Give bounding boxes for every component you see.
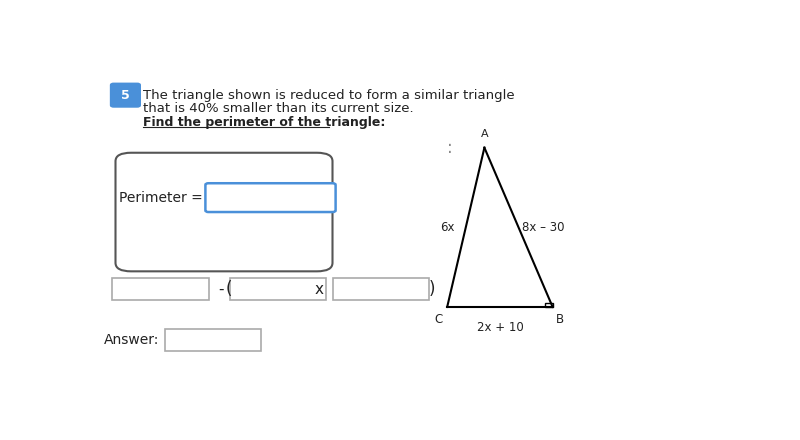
Text: Perimeter =: Perimeter = <box>118 191 202 205</box>
Bar <box>230 278 326 300</box>
Text: 5: 5 <box>121 88 130 102</box>
Text: :: : <box>447 139 453 157</box>
Text: ): ) <box>429 280 435 298</box>
Text: (: ( <box>226 280 232 298</box>
Text: The triangle shown is reduced to form a similar triangle: The triangle shown is reduced to form a … <box>143 88 515 102</box>
Bar <box>545 303 553 307</box>
Text: Answer:: Answer: <box>103 333 159 347</box>
Text: B: B <box>556 313 564 326</box>
Text: Find the perimeter of the triangle:: Find the perimeter of the triangle: <box>143 116 386 129</box>
Bar <box>112 278 209 300</box>
FancyBboxPatch shape <box>206 183 336 212</box>
Text: that is 40% smaller than its current size.: that is 40% smaller than its current siz… <box>143 102 414 115</box>
Bar <box>165 329 262 351</box>
Bar <box>333 278 429 300</box>
Text: x: x <box>315 282 324 297</box>
Text: 6x: 6x <box>440 221 454 234</box>
Text: 2x + 10: 2x + 10 <box>477 321 523 334</box>
Text: A: A <box>481 129 488 139</box>
Text: C: C <box>434 313 442 326</box>
FancyBboxPatch shape <box>115 153 333 271</box>
Text: -: - <box>218 282 224 297</box>
Text: 8x – 30: 8x – 30 <box>522 221 564 234</box>
FancyBboxPatch shape <box>110 83 140 107</box>
